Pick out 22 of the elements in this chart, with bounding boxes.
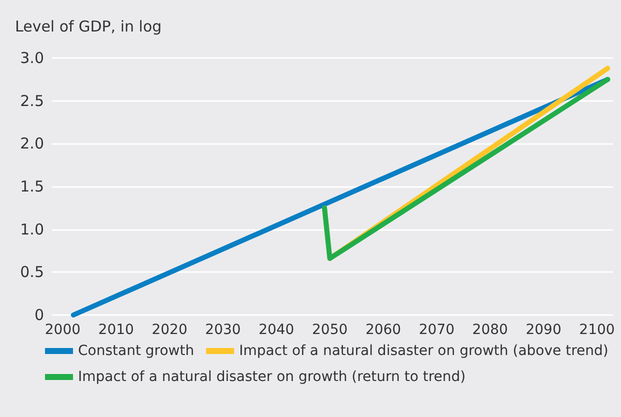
legend-label: Impact of a natural disaster on growth (return to trend): [78, 369, 466, 385]
y-tick-label: 1.5: [20, 178, 44, 196]
x-tick-label: 2080: [472, 322, 508, 338]
y-tick-label: 3.0: [20, 49, 44, 67]
x-tick-label: 2030: [205, 322, 241, 338]
y-tick-label: 0: [34, 306, 44, 324]
x-tick-label: 2090: [526, 322, 562, 338]
y-tick-label: 2.5: [20, 92, 44, 110]
x-tick-label: 2070: [418, 322, 455, 338]
x-tick-label: 2000: [44, 322, 81, 338]
y-tick-label: 2.0: [20, 134, 44, 153]
x-tick-label: 2020: [152, 322, 188, 338]
x-tick-label: 2010: [98, 322, 134, 338]
x-tick-label: 2040: [258, 322, 294, 338]
y-axis-title: Level of GDP, in log: [15, 18, 162, 36]
legend-label: Impact of a natural disaster on growth (above trend): [239, 343, 608, 359]
x-tick-label: 2100: [579, 322, 615, 338]
y-tick-label: 1.0: [20, 220, 44, 238]
legend-label: Constant growth: [78, 343, 194, 359]
y-tick-label: 0.5: [20, 263, 44, 282]
x-tick-label: 2050: [312, 322, 348, 338]
x-tick-label: 2060: [365, 322, 402, 338]
